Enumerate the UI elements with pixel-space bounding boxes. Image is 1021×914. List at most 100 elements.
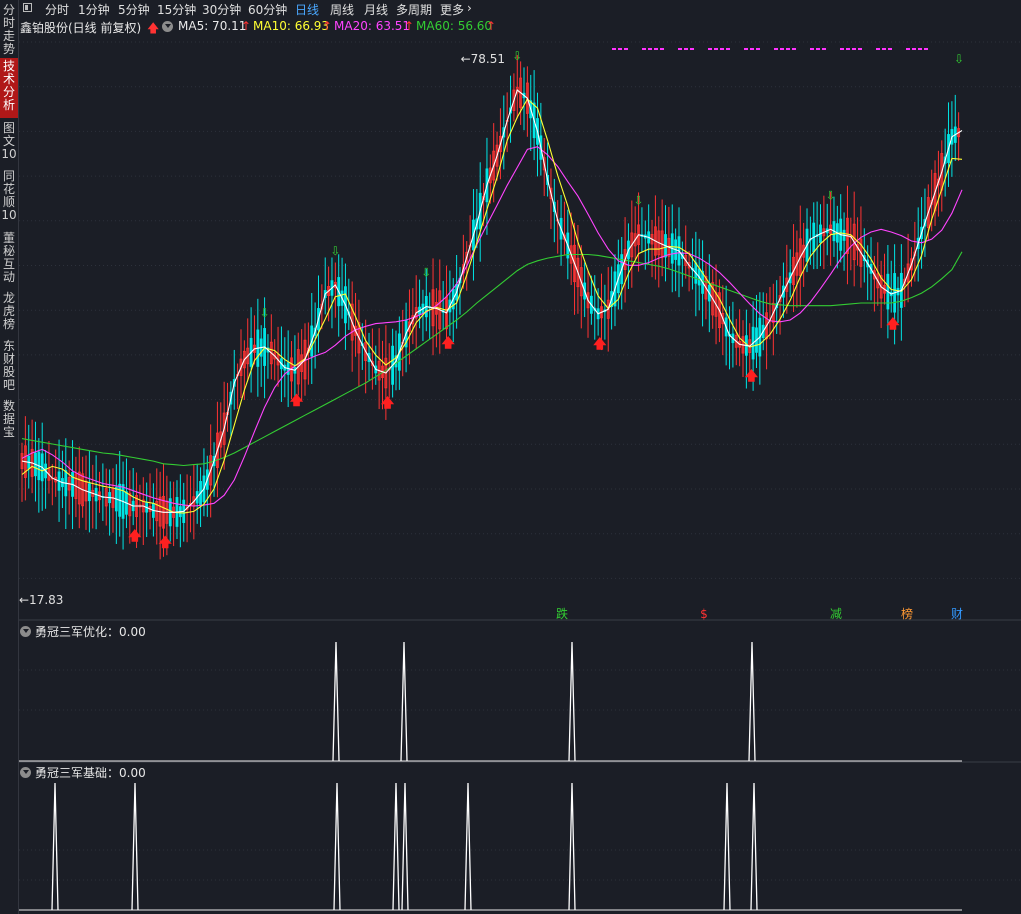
sidebar-item-1[interactable]: 技术分析 [0, 58, 18, 118]
signal-strip-dot [888, 48, 892, 50]
tab-1[interactable]: 1分钟 [78, 3, 110, 17]
indicator-spike [400, 641, 408, 762]
candle-body [300, 354, 304, 372]
candle-body [802, 244, 806, 258]
low-price-label: ←17.83 [19, 593, 63, 607]
sidebar-item-2[interactable]: 图文10 [1, 121, 17, 161]
candle-body [913, 251, 917, 257]
candle-body [20, 453, 24, 470]
candle-body [910, 258, 913, 271]
candle-body [323, 290, 327, 298]
tab-8[interactable]: 月线 [364, 3, 389, 17]
down-arrow-signal: ⇩ [330, 244, 340, 258]
candle-body [360, 343, 364, 346]
tab-4[interactable]: 30分钟 [202, 3, 242, 17]
candle-body [111, 487, 115, 508]
candle-body [448, 299, 452, 313]
candle-body [873, 270, 876, 280]
sidebar-item-0[interactable]: 分时走势 [2, 3, 15, 56]
candle-body [775, 303, 779, 309]
candle-body [637, 224, 640, 245]
tab-7[interactable]: 周线 [330, 3, 355, 17]
candle-body [256, 329, 260, 367]
pane1-collapse-icon[interactable] [20, 626, 31, 637]
period-toolbar: 分时 1分钟 5分钟 15分钟 30分钟 60分钟 日线 周线 月线 多周期 更多 › [19, 0, 1021, 17]
candle-body [529, 100, 533, 119]
candle-body [381, 365, 384, 378]
candle-body [819, 224, 822, 244]
sidebar-item-6[interactable]: 东财股吧 [2, 339, 15, 392]
candle-body [603, 309, 607, 313]
signal-strip-dot [624, 48, 628, 50]
candle-body [482, 196, 485, 201]
candle-body [714, 292, 718, 317]
candle-body [178, 506, 182, 518]
candle-body [276, 354, 280, 366]
candle-body [266, 347, 270, 353]
candle-body [246, 347, 250, 365]
tab-10[interactable]: 更多 [440, 3, 465, 17]
indicator-spike [464, 782, 472, 911]
signal-strip-dot [654, 48, 658, 50]
candle-body [205, 469, 209, 490]
candle-body [610, 291, 614, 308]
indicator-1-name: 勇冠三军优化 [35, 625, 108, 639]
dropdown-icon[interactable] [162, 21, 173, 32]
candle-body [718, 292, 721, 329]
pane2-collapse-icon[interactable] [20, 767, 31, 778]
candle-body [684, 255, 688, 266]
candle-body [209, 455, 213, 486]
candle-body [957, 128, 961, 138]
candle-body [374, 365, 378, 374]
candle-body [950, 129, 954, 145]
signal-strip-dot [876, 48, 880, 50]
candle-body [175, 497, 179, 527]
tab-6[interactable]: 日线 [295, 3, 320, 17]
sidebar: 分时走势技术分析图文10 同花顺10 董秘互动龙虎榜东财股吧数据宝 [0, 0, 19, 914]
candle-body [707, 284, 711, 302]
candle-body [397, 333, 401, 371]
chevron-right-icon[interactable]: › [467, 1, 472, 15]
candle-body [391, 345, 395, 385]
candle-body [269, 341, 273, 365]
candle-body [344, 286, 347, 324]
indicator-spike [131, 782, 139, 911]
candle-body [168, 498, 172, 527]
tab-0[interactable]: 分时 [45, 3, 70, 17]
indicator-spike [51, 782, 59, 911]
candle-body [293, 367, 297, 374]
tab-9[interactable]: 多周期 [396, 3, 433, 17]
sidebar-item-4[interactable]: 董秘互动 [2, 231, 15, 284]
candle-body [364, 341, 368, 362]
candle-body [542, 157, 546, 171]
candle-body [771, 302, 775, 323]
candle-body [91, 489, 95, 497]
candle-body [869, 263, 873, 274]
tab-5[interactable]: 60分钟 [248, 3, 288, 17]
candle-body [839, 218, 843, 251]
signal-strip-dot [648, 48, 652, 50]
candle-body [172, 506, 176, 518]
candle-body [121, 484, 125, 519]
tab-3[interactable]: 15分钟 [157, 3, 197, 17]
signal-strip-dot [846, 48, 850, 50]
candle-body [192, 496, 196, 507]
sidebar-item-3[interactable]: 同花顺10 [1, 169, 17, 222]
candle-body [586, 292, 590, 309]
candle-body [748, 339, 752, 353]
candle-body [313, 327, 317, 336]
tab-2[interactable]: 5分钟 [118, 3, 150, 17]
sidebar-item-7[interactable]: 数据宝 [2, 399, 15, 439]
candle-body [549, 187, 553, 200]
candle-body [846, 217, 849, 255]
candle-body [704, 275, 708, 300]
candle-body [519, 77, 523, 108]
candle-body [647, 231, 651, 244]
candle-body [616, 264, 620, 294]
sidebar-item-5[interactable]: 龙虎榜 [2, 291, 15, 331]
candle-body [697, 268, 701, 286]
candle-body [502, 127, 506, 138]
candle-body [101, 496, 105, 498]
layout-toggle-icon[interactable] [23, 3, 32, 12]
candle-body [138, 504, 142, 508]
